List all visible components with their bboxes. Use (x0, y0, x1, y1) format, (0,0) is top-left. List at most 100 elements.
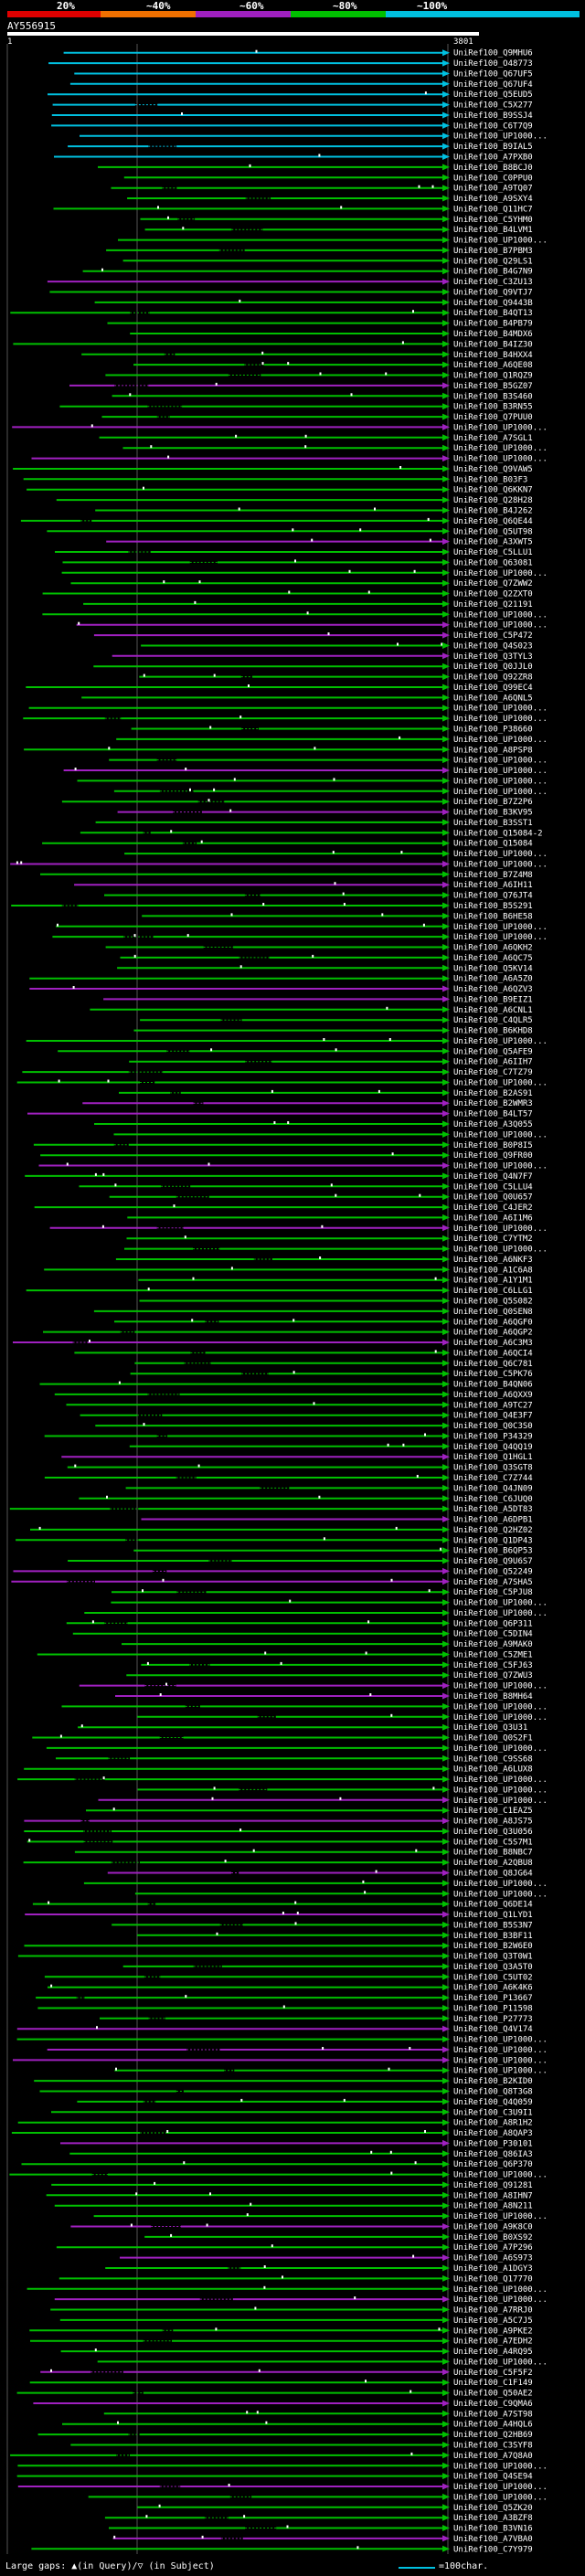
hit-row[interactable]: UniRef100_A7P296 (56, 2243, 533, 2253)
hit-label[interactable]: UniRef100_UP1000... (453, 1162, 548, 1171)
hit-label[interactable]: UniRef100_B3S460 (453, 392, 533, 401)
hit-label[interactable]: UniRef100_C9SS68 (453, 1754, 533, 1764)
hit-label[interactable]: UniRef100_UP1000... (453, 1224, 548, 1234)
hit-row[interactable]: UniRef100_Q6P370 (21, 2160, 533, 2169)
hit-row[interactable]: UniRef100_UP1000... (49, 1224, 548, 1234)
hit-label[interactable]: UniRef100_A6C3M3 (453, 1339, 533, 1348)
hit-label[interactable]: UniRef100_Q92ZR8 (453, 673, 533, 683)
hit-label[interactable]: UniRef100_A6QZV3 (453, 985, 533, 994)
hit-label[interactable]: UniRef100_Q6P311 (453, 1619, 533, 1628)
hit-row[interactable]: UniRef100_P38660 (131, 726, 533, 735)
hit-label[interactable]: UniRef100_A1C6A8 (453, 1266, 533, 1275)
hit-label[interactable]: UniRef100_B2KID0 (453, 2077, 533, 2086)
hit-row[interactable]: UniRef100_UP1000... (23, 715, 548, 724)
hit-row[interactable]: UniRef100_Q67UF5 (74, 70, 533, 80)
hit-row[interactable]: UniRef100_B4QN06 (39, 1381, 533, 1390)
hit-label[interactable]: UniRef100_B0XS92 (453, 2233, 533, 2242)
hit-row[interactable]: UniRef100_A7EDH2 (30, 2337, 533, 2347)
hit-row[interactable]: UniRef100_B4MDX6 (130, 330, 533, 339)
hit-label[interactable]: UniRef100_Q0U657 (453, 1193, 533, 1203)
hit-row[interactable]: UniRef100_B2W6E0 (24, 1942, 533, 1951)
hit-row[interactable]: UniRef100_A8R1H2 (17, 2119, 533, 2128)
hit-label[interactable]: UniRef100_Q8JG64 (453, 1870, 533, 1879)
hit-label[interactable]: UniRef100_Q9U6S7 (453, 1557, 533, 1566)
hit-row[interactable]: UniRef100_B3VN16 (109, 2525, 533, 2534)
hit-row[interactable]: UniRef100_Q4Q059 (77, 2098, 533, 2107)
hit-row[interactable]: UniRef100_A9TQ07 (111, 185, 533, 194)
hit-label[interactable]: UniRef100_A6NKF3 (453, 1256, 533, 1265)
hit-label[interactable]: UniRef100_A3Q055 (453, 1120, 533, 1129)
hit-row[interactable]: UniRef100_A3Q055 (94, 1120, 533, 1129)
hit-label[interactable]: UniRef100_A6CNL1 (453, 1006, 533, 1015)
hit-row[interactable]: UniRef100_UP1000... (79, 1682, 548, 1691)
hit-label[interactable]: UniRef100_UP1000... (453, 2046, 548, 2055)
hit-label[interactable]: UniRef100_A8PSP8 (453, 746, 533, 755)
hit-row[interactable]: UniRef100_A3XWT5 (106, 538, 533, 547)
hit-label[interactable]: UniRef100_Q63081 (453, 558, 533, 567)
hit-label[interactable]: UniRef100_B5S291 (453, 902, 533, 911)
hit-row[interactable]: UniRef100_UP1000... (77, 777, 548, 786)
hit-label[interactable]: UniRef100_Q4V174 (453, 2025, 533, 2034)
hit-label[interactable]: UniRef100_UP1000... (453, 423, 548, 432)
hit-label[interactable]: UniRef100_A7ST98 (453, 2410, 533, 2419)
hit-row[interactable]: UniRef100_UP1000... (114, 2067, 548, 2076)
hit-label[interactable]: UniRef100_Q4E3F7 (453, 1412, 533, 1421)
hit-row[interactable]: UniRef100_A6QE08 (133, 361, 533, 370)
hit-row[interactable]: UniRef100_C5F5F2 (40, 2369, 533, 2378)
hit-label[interactable]: UniRef100_Q9443B (453, 299, 533, 308)
hit-label[interactable]: UniRef100_Q6C781 (453, 1360, 533, 1369)
hit-row[interactable]: UniRef100_Q3U31 (78, 1723, 527, 1733)
hit-row[interactable]: UniRef100_C4JER2 (34, 1203, 533, 1213)
hit-row[interactable]: UniRef100_Q92ZR8 (139, 673, 533, 683)
hit-row[interactable]: UniRef100_Q5S082 (139, 1298, 533, 1307)
hit-label[interactable]: UniRef100_B2W6E0 (453, 1942, 533, 1951)
hit-label[interactable]: UniRef100_Q1DP43 (453, 1536, 533, 1545)
hit-row[interactable]: UniRef100_Q7ZWU3 (126, 1671, 533, 1680)
hit-label[interactable]: UniRef100_Q6P370 (453, 2160, 533, 2169)
hit-label[interactable]: UniRef100_Q91281 (453, 2181, 533, 2190)
hit-label[interactable]: UniRef100_A4HQL6 (453, 2421, 533, 2430)
hit-label[interactable]: UniRef100_UP1000... (453, 757, 548, 766)
hit-row[interactable]: UniRef100_Q9443B (94, 299, 533, 308)
hit-label[interactable]: UniRef100_Q52249 (453, 1567, 533, 1576)
hit-label[interactable]: UniRef100_B7Z2P6 (453, 798, 533, 807)
hit-row[interactable]: UniRef100_Q8JG64 (107, 1870, 533, 1879)
hit-label[interactable]: UniRef100_Q50AE2 (453, 2390, 533, 2399)
hit-row[interactable]: UniRef100_B5GZ07 (69, 382, 533, 391)
hit-row[interactable]: UniRef100_C7Y979 (31, 2545, 533, 2554)
hit-row[interactable]: UniRef100_UP1000... (52, 933, 548, 942)
hit-label[interactable]: UniRef100_B7PBM3 (453, 247, 533, 256)
hit-label[interactable]: UniRef100_UP1000... (453, 1786, 548, 1795)
hit-label[interactable]: UniRef100_B6HE58 (453, 912, 533, 921)
hit-label[interactable]: UniRef100_C3ZU13 (453, 278, 533, 287)
hit-row[interactable]: UniRef100_A1DGY3 (105, 2264, 533, 2274)
hit-label[interactable]: UniRef100_UP1000... (453, 2212, 548, 2221)
hit-row[interactable]: UniRef100_UP1000... (56, 923, 548, 932)
hit-row[interactable]: UniRef100_UP1000... (111, 1599, 548, 1608)
hit-label[interactable]: UniRef100_B0P8I5 (453, 1141, 533, 1150)
hit-label[interactable]: UniRef100_A6IH11 (453, 881, 533, 890)
hit-row[interactable]: UniRef100_UP1000... (12, 423, 548, 432)
hit-label[interactable]: UniRef100_Q7ZWU3 (453, 1671, 533, 1680)
hit-row[interactable]: UniRef100_UP1000... (98, 1797, 548, 1806)
hit-row[interactable]: UniRef100_Q5ZK20 (137, 2504, 533, 2513)
hit-row[interactable]: UniRef100_Q0U657 (109, 1193, 533, 1203)
hit-label[interactable]: UniRef100_UP1000... (453, 1609, 548, 1618)
hit-row[interactable]: UniRef100_A6I1M6 (127, 1214, 533, 1223)
hit-label[interactable]: UniRef100_C3U9I1 (453, 2108, 533, 2117)
hit-row[interactable]: UniRef100_C4QLR5 (140, 1016, 533, 1025)
hit-row[interactable]: UniRef100_UP1000... (16, 2036, 548, 2045)
hit-label[interactable]: UniRef100_Q4JN09 (453, 1484, 533, 1493)
hit-label[interactable]: UniRef100_B8MH64 (453, 1692, 533, 1701)
hit-label[interactable]: UniRef100_C4QLR5 (453, 1016, 533, 1025)
hit-label[interactable]: UniRef100_UP1000... (453, 1880, 548, 1889)
hit-row[interactable]: UniRef100_A6QZV3 (29, 985, 533, 994)
hit-label[interactable]: UniRef100_B4G7N9 (453, 268, 533, 277)
hit-label[interactable]: UniRef100_Q4N7F7 (453, 1172, 533, 1182)
hit-row[interactable]: UniRef100_UP1000... (26, 1037, 548, 1046)
hit-label[interactable]: UniRef100_B4LVM1 (453, 226, 533, 235)
hit-label[interactable]: UniRef100_UP1000... (453, 2295, 548, 2305)
hit-label[interactable]: UniRef100_P27773 (453, 2015, 533, 2024)
hit-row[interactable]: UniRef100_A7SHA5 (11, 1578, 533, 1587)
hit-label[interactable]: UniRef100_C9QMA6 (453, 2400, 533, 2409)
